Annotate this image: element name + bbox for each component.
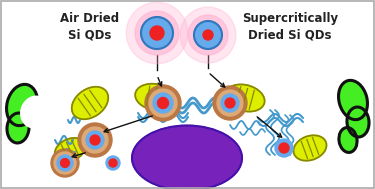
Ellipse shape: [149, 89, 177, 117]
Ellipse shape: [217, 90, 243, 116]
Ellipse shape: [158, 98, 168, 108]
Ellipse shape: [90, 135, 100, 145]
Ellipse shape: [279, 143, 289, 153]
Text: Supercritically
Dried Si QDs: Supercritically Dried Si QDs: [242, 12, 338, 42]
Ellipse shape: [109, 159, 117, 167]
Ellipse shape: [126, 2, 188, 64]
Ellipse shape: [180, 7, 236, 63]
Polygon shape: [0, 185, 375, 189]
Ellipse shape: [51, 149, 79, 177]
Ellipse shape: [203, 30, 213, 40]
Ellipse shape: [221, 94, 239, 112]
Ellipse shape: [213, 86, 247, 120]
Ellipse shape: [82, 127, 108, 153]
Ellipse shape: [275, 139, 293, 157]
Ellipse shape: [72, 87, 108, 119]
Ellipse shape: [61, 159, 69, 167]
Ellipse shape: [21, 96, 49, 128]
Ellipse shape: [54, 152, 76, 174]
Ellipse shape: [86, 131, 104, 149]
Ellipse shape: [6, 84, 38, 126]
Ellipse shape: [225, 98, 235, 108]
Ellipse shape: [141, 17, 173, 49]
Ellipse shape: [153, 93, 173, 113]
Ellipse shape: [339, 128, 357, 153]
Ellipse shape: [150, 26, 164, 40]
Ellipse shape: [225, 84, 265, 112]
Ellipse shape: [145, 85, 181, 121]
Ellipse shape: [135, 11, 179, 55]
Ellipse shape: [135, 84, 175, 110]
Ellipse shape: [57, 155, 73, 171]
Ellipse shape: [55, 138, 85, 162]
Ellipse shape: [78, 123, 112, 157]
Ellipse shape: [194, 21, 222, 49]
Ellipse shape: [106, 156, 120, 170]
Ellipse shape: [132, 125, 242, 189]
Ellipse shape: [294, 135, 327, 161]
Ellipse shape: [188, 15, 228, 55]
Ellipse shape: [7, 113, 29, 143]
Ellipse shape: [339, 80, 368, 120]
Text: Air Dried
Si QDs: Air Dried Si QDs: [60, 12, 120, 42]
Ellipse shape: [347, 107, 369, 137]
